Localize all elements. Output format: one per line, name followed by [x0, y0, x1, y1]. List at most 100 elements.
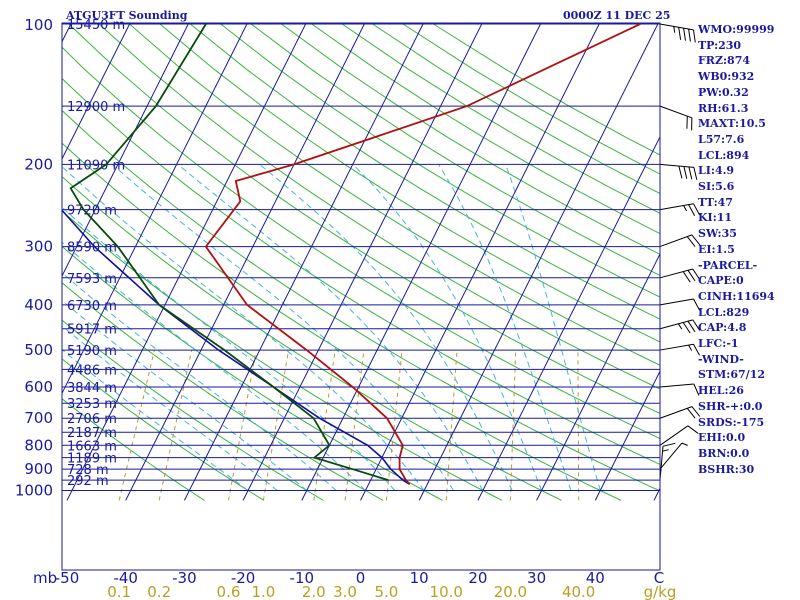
stat-item: CAP:4.8 [698, 321, 747, 335]
wind-barb-staff [659, 406, 693, 419]
stat-item: EI:1.5 [698, 242, 735, 256]
pressure-tick-label: 700 [24, 409, 53, 427]
moist-adiabat-line [259, 164, 513, 491]
wind-barb-flag [688, 204, 696, 216]
wind-barb-flag [693, 383, 700, 396]
stats-panel: WMO:99999 TP:230 FRZ:874 WB0:932 PW:0.32 RH:6… [698, 22, 800, 477]
wind-barb-staff [659, 319, 693, 330]
pressure-tick-label: 300 [24, 238, 53, 256]
mixing-ratio-line [313, 350, 336, 501]
dry-adiabat-line [311, 23, 660, 235]
wind-barbs [659, 23, 701, 570]
wind-barb [659, 406, 701, 419]
pressure-tick-label: 800 [24, 436, 53, 454]
sounding-profiles [62, 23, 641, 485]
stat-item: SI:5.6 [698, 180, 735, 194]
dry-adiabat-line [62, 77, 660, 465]
plot-frame [61, 22, 661, 571]
wind-barb-staff [659, 23, 694, 31]
height-label: 15450 m [67, 18, 125, 33]
stat-item: RH:61.3 [698, 101, 749, 115]
isotherm-line [125, 23, 365, 501]
wind-barb-staff [659, 234, 693, 248]
dewpoint-trace [69, 23, 389, 481]
wind-barb [659, 425, 699, 446]
moist-adiabat-line [62, 241, 366, 491]
stat-item: EHI:0.0 [698, 431, 746, 445]
stat-item: TT:47 [698, 195, 733, 209]
station-title: ATGU3FT Sounding [65, 9, 188, 22]
isotherm-line [301, 23, 541, 501]
stat-item: STM:67/12 [698, 368, 765, 382]
isotherm-line [242, 23, 483, 501]
mixing-ratio-tick-label: 40.0 [562, 583, 595, 600]
wind-barb [659, 268, 701, 283]
moist-adiabat-line [505, 164, 601, 491]
isotherm-line [594, 370, 660, 501]
temperature-tick-label: 20 [468, 569, 487, 587]
wind-barb-flag [693, 167, 698, 180]
wind-barb-flag [687, 320, 696, 333]
height-label: 2706 m [67, 412, 117, 427]
height-label: 7593 m [67, 272, 117, 287]
pressure-unit-label: mb [33, 569, 57, 587]
wind-barb [659, 319, 701, 334]
mixing-ratio-line [445, 350, 458, 501]
dry-adiabat-line [62, 282, 384, 501]
isotherm-line [62, 23, 248, 395]
pressure-tick-label: 900 [24, 460, 53, 478]
wind-barb-staff [659, 105, 693, 119]
wind-barb-staff [659, 203, 694, 211]
wind-barb-staff [659, 343, 694, 351]
wind-barb [659, 383, 700, 396]
mixing-ratio-line [577, 350, 580, 501]
wind-barb-half-flag [662, 449, 669, 452]
stat-item: -PARCEL- [698, 258, 758, 272]
height-label: 2187 m [67, 426, 117, 441]
stat-item: LCL:829 [698, 305, 750, 319]
mixing-ratio-tick-label: 10.0 [430, 583, 463, 600]
pressure-tick-label: 200 [24, 155, 53, 173]
wind-barb [659, 298, 700, 311]
wind-barb-flag [678, 165, 683, 179]
height-label: 1189 m [67, 452, 117, 467]
wind-barb [659, 343, 700, 356]
temperature-trace [204, 23, 641, 485]
wind-barb-flag [678, 27, 682, 40]
wind-barb-half-flag [683, 205, 688, 212]
wind-barb-flag [686, 407, 696, 419]
mixing-ratio-lines [118, 349, 580, 501]
wind-barb-flag [693, 343, 700, 356]
stat-item: MAXT:10.5 [698, 117, 766, 131]
isobars [62, 23, 660, 491]
wind-barb-staff [659, 425, 689, 446]
stat-item: SW:35 [698, 227, 737, 241]
temperature-tick-label: 40 [586, 569, 605, 587]
wind-barb-flag [683, 28, 686, 41]
wind-barb-staff [659, 383, 694, 388]
height-label: 4486 m [67, 363, 117, 378]
mixing-ratio-tick-label: 20.0 [494, 583, 527, 600]
isotherm-line [0, 24, 12, 500]
stat-item: WB0:932 [698, 70, 755, 84]
height-label: 1663 m [67, 439, 117, 454]
isotherm-line [62, 23, 189, 278]
wind-barb-flag [683, 166, 688, 179]
height-label: 11090 m [67, 158, 125, 173]
wind-barb-flag [692, 319, 701, 331]
wind-barb-staff [659, 163, 694, 168]
wind-barb-flag [692, 268, 701, 280]
wind-barb-flag [687, 270, 696, 282]
wind-barb [659, 234, 701, 248]
temperature-tick-label: -30 [172, 569, 197, 587]
height-label: 3844 m [67, 381, 117, 396]
height-label: 8590 m [67, 241, 117, 256]
wind-barb-flag [693, 29, 696, 43]
wind-barb-staff [659, 268, 693, 279]
dry-adiabat-line [220, 23, 660, 298]
pressure-axis: 100 200 300 400 500 600 700 800 900 1000 [15, 16, 53, 500]
temperature-tick-label: 30 [527, 569, 546, 587]
dry-adiabat-line [68, 23, 660, 415]
height-label: 9720 m [67, 204, 117, 219]
pressure-tick-label: 500 [24, 341, 53, 359]
